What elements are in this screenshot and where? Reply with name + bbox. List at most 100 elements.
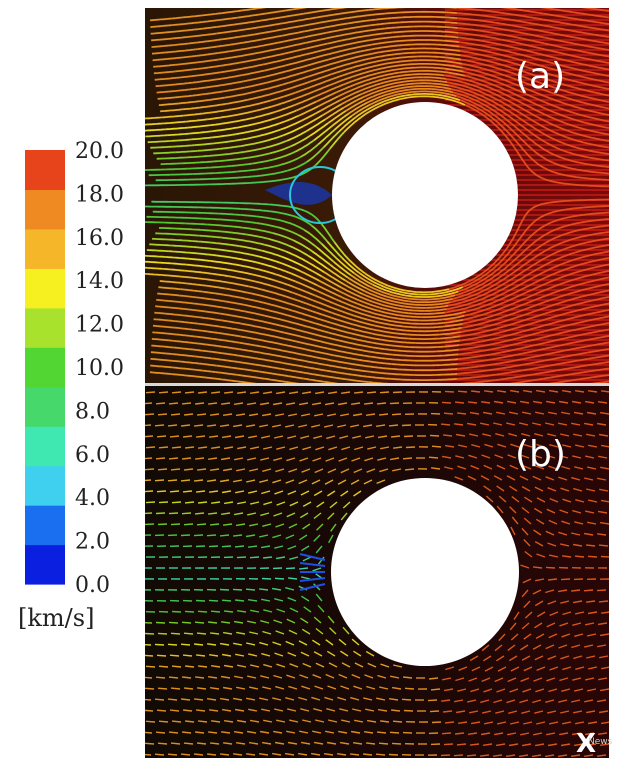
velocity-vector [299, 583, 326, 591]
streamline-segment [336, 258, 355, 274]
streamline-segment [467, 295, 489, 305]
streamline-segment [154, 311, 177, 316]
streamline-segment [372, 332, 395, 339]
velocity-vector [510, 666, 520, 672]
streamline-segment [150, 30, 173, 35]
streamline-segment [346, 9, 370, 14]
velocity-vector [261, 577, 272, 580]
velocity-vector [455, 677, 465, 682]
streamline-segment [419, 322, 442, 325]
streamline-segment [526, 116, 547, 130]
velocity-vector [145, 490, 154, 493]
streamline-segment [457, 365, 480, 370]
streamline-segment [305, 42, 328, 50]
streamline-segment [298, 105, 319, 117]
streamline-segment [565, 150, 588, 159]
velocity-vector [561, 520, 571, 525]
velocity-vector [250, 609, 260, 613]
velocity-vector [454, 476, 464, 481]
velocity-vector [194, 424, 204, 427]
velocity-vector [547, 655, 557, 660]
streamline-segment [566, 287, 588, 296]
velocity-vector [234, 675, 244, 679]
streamline-segment [346, 378, 369, 383]
streamline-segment [504, 302, 526, 313]
velocity-vector [587, 521, 597, 525]
streamline-segment [261, 339, 284, 346]
velocity-vector [168, 402, 179, 405]
streamline-segment [544, 60, 567, 68]
streamline-segment [396, 63, 420, 67]
streamline-segment [544, 36, 566, 43]
velocity-vector [313, 708, 323, 712]
velocity-vector [341, 662, 351, 668]
streamline-segment [544, 306, 567, 315]
streamline-segment [502, 319, 525, 328]
velocity-vector [183, 632, 194, 635]
velocity-vector [599, 633, 609, 637]
velocity-vector [533, 732, 543, 736]
velocity-vector [262, 630, 272, 635]
streamline-segment [221, 306, 244, 312]
streamline-segment [248, 99, 271, 107]
velocity-vector [157, 632, 168, 635]
streamline-segment [304, 31, 327, 39]
streamline-segment [587, 129, 609, 136]
streamline-segment [544, 324, 567, 333]
streamline-segment [527, 224, 546, 240]
velocity-vector [298, 696, 308, 701]
velocity-vector [469, 433, 479, 437]
velocity-vector [558, 422, 568, 426]
streamline-segment [197, 65, 220, 70]
streamline-segment [524, 300, 546, 311]
streamline-segment [544, 77, 567, 87]
streamline-segment [215, 371, 238, 376]
velocity-vector [325, 673, 335, 679]
velocity-vector [471, 390, 481, 393]
velocity-vector [521, 433, 531, 437]
streamline-segment [380, 78, 402, 85]
velocity-vector [350, 730, 361, 734]
streamline-segment [526, 263, 547, 276]
streamline-segment [545, 127, 567, 139]
velocity-vector [154, 424, 165, 427]
velocity-vector [519, 422, 529, 426]
streamline-segment [227, 207, 250, 211]
velocity-vector [392, 391, 403, 394]
streamline-segment [481, 325, 504, 334]
streamline-segment [437, 344, 460, 348]
streamline-segment [281, 18, 304, 25]
streamline-segment [263, 58, 286, 66]
streamline-segment [347, 14, 370, 19]
streamline-segment [290, 85, 313, 95]
velocity-vector [312, 639, 321, 646]
velocity-vector [261, 598, 271, 602]
streamline-segment [224, 92, 247, 99]
streamline-segment [565, 34, 588, 41]
streamline-segment [173, 346, 196, 351]
velocity-vector [469, 411, 480, 415]
velocity-vector [145, 676, 153, 679]
streamline-segment [283, 343, 306, 351]
velocity-vector [403, 709, 414, 712]
velocity-vector [351, 673, 361, 679]
streamline-segment [368, 375, 391, 380]
streamline-segment [565, 59, 588, 67]
streamline-segment [526, 270, 547, 282]
velocity-vector [601, 611, 609, 614]
streamline-segment [348, 34, 371, 40]
streamline-segment [315, 289, 337, 301]
velocity-vector [586, 488, 596, 492]
streamline-segment [469, 290, 491, 302]
velocity-vector [340, 413, 350, 417]
velocity-vector [442, 677, 452, 681]
velocity-vector [584, 732, 595, 736]
streamline-segment [178, 300, 201, 306]
streamline-segment [565, 326, 588, 333]
velocity-vector [196, 523, 207, 526]
streamline-segment [506, 280, 528, 293]
velocity-vector [209, 435, 219, 438]
streamline-segment [242, 69, 265, 76]
streamline-segment [194, 26, 217, 31]
velocity-vector [571, 532, 581, 536]
